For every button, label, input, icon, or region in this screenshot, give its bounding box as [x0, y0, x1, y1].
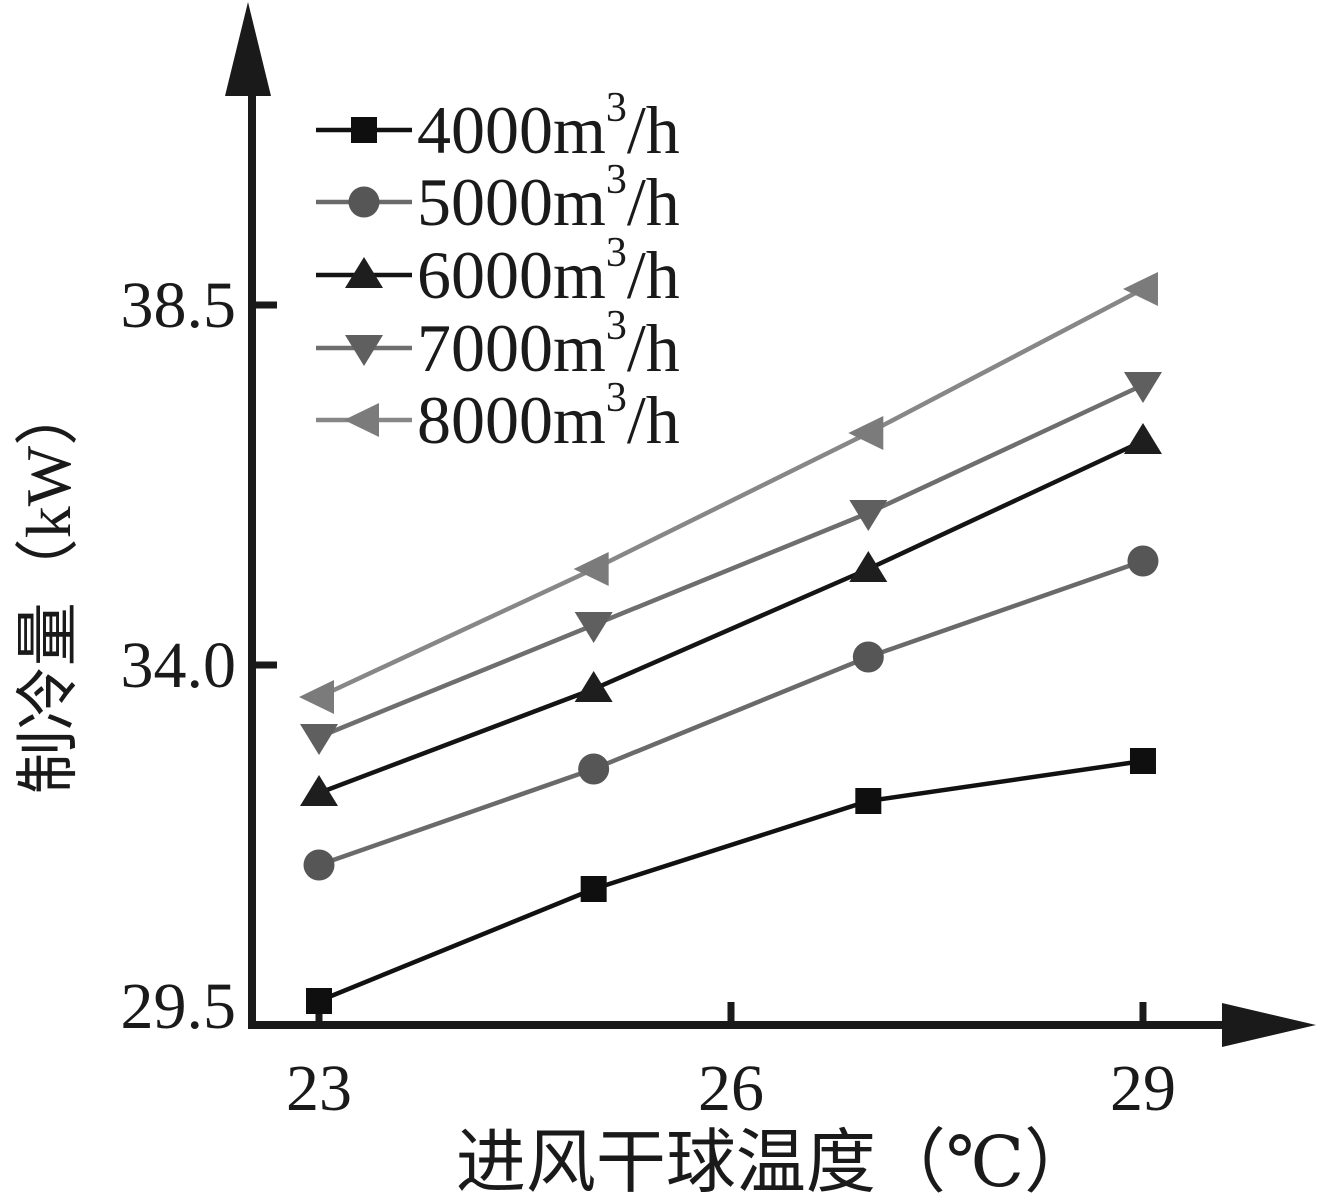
data-point-marker: [849, 500, 888, 531]
y-axis-arrow-icon: [225, 2, 271, 96]
legend-marker-icon: [351, 117, 377, 143]
legend-item-4000m3h: 4000m3/h: [316, 85, 680, 168]
x-axis-title: 进风干球温度（℃）: [456, 1125, 1094, 1202]
legend-label: 8000m3/h: [417, 375, 680, 458]
legend-label: 6000m3/h: [417, 230, 680, 313]
series-line: [318, 558, 1144, 868]
data-point-marker: [1123, 423, 1162, 454]
x-tick-label-29: 29: [1110, 1052, 1176, 1125]
series-4000m3h: [306, 748, 1156, 1014]
data-point-marker: [306, 988, 332, 1014]
data-point-marker: [300, 724, 338, 755]
series-line: [318, 438, 1144, 796]
data-point-marker: [574, 671, 613, 702]
data-point-marker: [1127, 545, 1159, 577]
y-axis-title: 制冷量（kW）: [13, 382, 84, 794]
series-line: [318, 287, 1145, 700]
data-point-marker: [852, 641, 884, 673]
x-tick-label-23: 23: [286, 1052, 352, 1125]
legend-label: 4000m3/h: [417, 85, 680, 168]
legend-label: 7000m3/h: [417, 303, 680, 386]
data-point-marker: [580, 876, 607, 902]
legend-marker-icon: [344, 403, 379, 437]
data-point-marker: [855, 788, 882, 814]
data-point-marker: [1122, 272, 1158, 306]
data-point-marker: [574, 612, 613, 643]
legend-item-8000m3h: 8000m3/h: [316, 375, 680, 458]
data-point-marker: [849, 551, 888, 582]
legend-label: 5000m3/h: [417, 157, 680, 240]
x-tick-label-26: 26: [698, 1052, 764, 1125]
legend-item-7000m3h: 7000m3/h: [316, 303, 680, 386]
series-5000m3h: [303, 545, 1159, 881]
y-tick-label-34.0: 34.0: [121, 629, 237, 702]
series-7000m3h: [300, 372, 1162, 755]
axes: [225, 2, 1316, 1047]
legend-marker-icon: [345, 335, 383, 366]
data-point-marker: [1129, 748, 1156, 774]
legend-marker-icon: [348, 186, 380, 218]
data-point-marker: [300, 775, 338, 806]
data-point-marker: [848, 416, 884, 450]
series-6000m3h: [300, 423, 1162, 806]
data-point-marker: [303, 849, 335, 881]
series-line: [318, 382, 1144, 740]
series-8000m3h: [299, 272, 1158, 714]
x-axis-arrow-icon: [1222, 1003, 1316, 1047]
series-line: [318, 758, 1144, 1004]
legend-item-6000m3h: 6000m3/h: [316, 230, 680, 313]
axis-ticks: 23 26 29 38.5 34.0 29.5: [121, 269, 1176, 1125]
y-tick-label-38.5: 38.5: [121, 269, 237, 342]
legend-marker-icon: [345, 257, 383, 288]
data-series: [299, 272, 1162, 1014]
data-point-marker: [299, 680, 334, 714]
legend-item-5000m3h: 5000m3/h: [316, 157, 680, 240]
data-point-marker: [1123, 372, 1162, 403]
y-tick-label-29.5: 29.5: [121, 970, 237, 1043]
data-point-marker: [578, 753, 610, 785]
data-point-marker: [573, 552, 609, 586]
